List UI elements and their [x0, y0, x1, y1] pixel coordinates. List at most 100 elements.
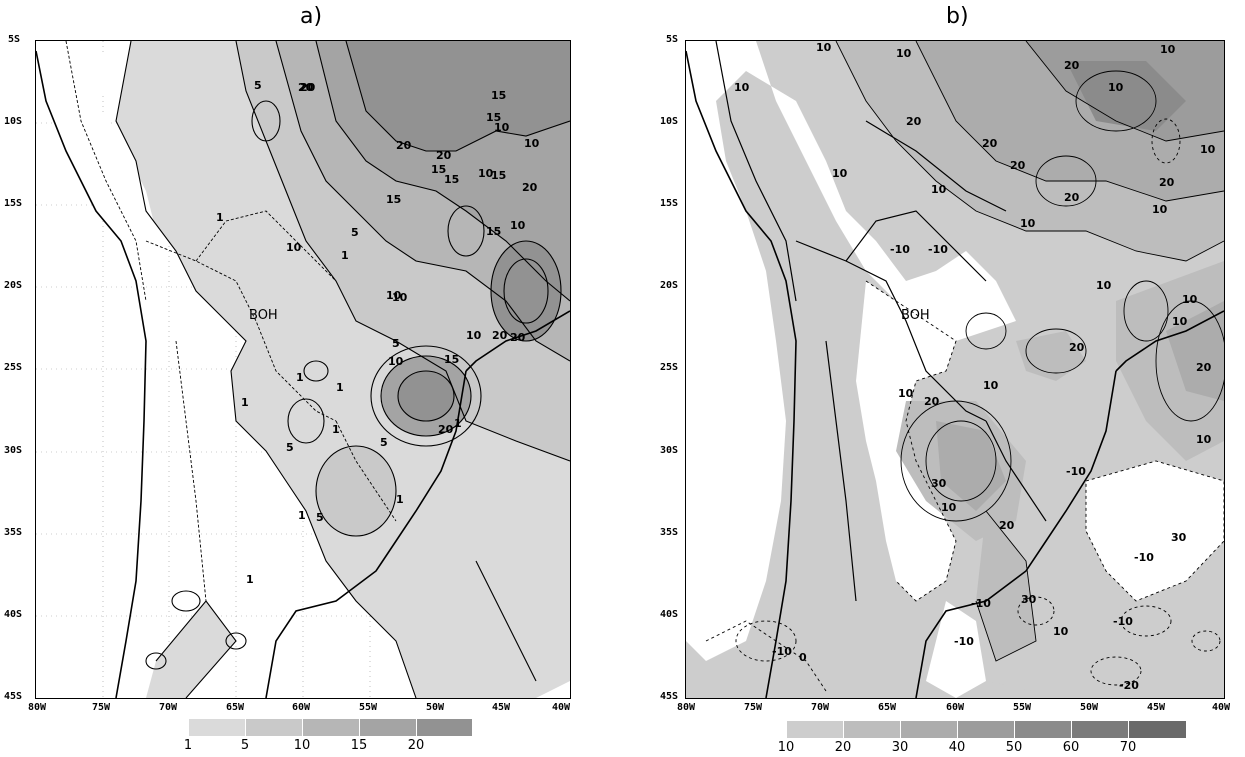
contour-label: -10: [1066, 465, 1086, 478]
contour-label: 20: [298, 81, 314, 94]
contour-label: 10: [832, 167, 848, 180]
colorbar-label: 20: [834, 740, 852, 755]
lon-label: 40W: [1212, 702, 1231, 713]
contour-label: 5: [392, 337, 400, 350]
lon-label: 80W: [28, 702, 47, 713]
panel-b-borders: [715, 41, 1047, 602]
contour-label: 10: [1182, 293, 1198, 306]
lon-label: 60W: [292, 702, 311, 713]
contour-label: 10: [386, 289, 402, 302]
lat-label: 25S: [660, 362, 679, 373]
contour-label: 30: [1171, 531, 1187, 544]
contour-label: 20: [492, 329, 508, 342]
contour-label: -10: [1134, 551, 1154, 564]
contour-label: 5: [380, 436, 388, 449]
contour-label: 10: [466, 329, 482, 342]
colorbar-box: [359, 719, 416, 736]
contour-label: 10: [1172, 315, 1188, 328]
colorbar-label: 30: [891, 740, 909, 755]
contour-label: -10: [890, 243, 910, 256]
lat-label: 10S: [660, 116, 679, 127]
contour-label: 10: [286, 241, 302, 254]
colorbar-box: [957, 721, 1014, 738]
contour-label: 10: [941, 501, 957, 514]
panel-a-colorbar: [188, 719, 473, 736]
panel-b-title: b): [946, 4, 969, 29]
contour-label: 1: [298, 509, 306, 522]
contour-label: 10: [1096, 279, 1112, 292]
lat-label: 5S: [8, 34, 21, 45]
contour-label: 20: [1064, 59, 1080, 72]
contour-label: -10: [971, 597, 991, 610]
lat-label: 35S: [660, 527, 679, 538]
panel-a-shading: [36, 41, 570, 698]
lon-label: 50W: [426, 702, 445, 713]
lat-label: 25S: [4, 362, 23, 373]
contour-label: 15: [486, 225, 501, 238]
contour-label: 10: [478, 167, 494, 180]
panel-a-contour-labels: 1 5 10 15 20 10 15 20 15 10 5 1 10 15 20…: [216, 79, 540, 586]
colorbar-box: [416, 719, 473, 736]
lon-label: 75W: [744, 702, 763, 713]
contour-label: 20: [999, 519, 1015, 532]
colorbar-box: [1071, 721, 1128, 738]
contour-label: 20: [1069, 341, 1085, 354]
lon-label: 40W: [552, 702, 571, 713]
lat-label: 40S: [4, 609, 23, 620]
lon-label: 55W: [1013, 702, 1032, 713]
contour-label: 20: [522, 181, 538, 194]
lat-label: 45S: [660, 691, 679, 702]
contour-label: 1: [241, 396, 249, 409]
contour-label: 1: [216, 211, 224, 224]
panel-b-map-svg: BOH 10 10 10 10 20 10 20 20 10 10 20 10 …: [686, 41, 1224, 698]
panel-b: b): [640, 0, 1245, 757]
contour-label: 20: [906, 115, 922, 128]
contour-label: 20: [510, 331, 526, 344]
contour-label: 20: [1064, 191, 1080, 204]
colorbar-box: [302, 719, 359, 736]
contour-label: 5: [316, 511, 324, 524]
lon-label: 70W: [159, 702, 178, 713]
colorbar-box: [1128, 721, 1186, 738]
contour-label: 20: [438, 423, 454, 436]
lon-label: 65W: [226, 702, 245, 713]
colorbar-box: [1014, 721, 1071, 738]
contour-label: -10: [928, 243, 948, 256]
contour-label: 20: [1159, 176, 1175, 189]
contour-label: 20: [924, 395, 940, 408]
contour-label: 15: [444, 173, 459, 186]
lat-label: 5S: [666, 34, 679, 45]
panel-b-colorbar: [786, 721, 1186, 738]
lat-label: 15S: [660, 198, 679, 209]
panel-b-shading: [686, 41, 1224, 698]
panel-a-map-svg: BOH 1 5 10 15 20 10 15 20 15 10 5 1 10 1…: [36, 41, 570, 698]
colorbar-box: [843, 721, 900, 738]
panel-a-contours: [115, 41, 570, 698]
lat-label: 40S: [660, 609, 679, 620]
colorbar-label: 10: [777, 740, 795, 755]
lon-label: 50W: [1080, 702, 1099, 713]
contour-label: 10: [983, 379, 999, 392]
contour-label: 10: [1020, 217, 1036, 230]
contour-label: 10: [1160, 43, 1176, 56]
colorbar-box: [786, 721, 843, 738]
contour-label: 15: [444, 353, 459, 366]
lat-label: 45S: [4, 691, 23, 702]
contour-label: 1: [246, 573, 254, 586]
contour-label: 10: [1108, 81, 1124, 94]
contour-label: 30: [1021, 593, 1037, 606]
lat-label: 20S: [4, 280, 23, 291]
contour-label: 5: [254, 79, 262, 92]
contour-label: 20: [1196, 361, 1212, 374]
lat-label: 30S: [4, 445, 23, 456]
contour-label: -10: [772, 645, 792, 658]
lon-label: 60W: [946, 702, 965, 713]
lon-label: 80W: [677, 702, 696, 713]
contour-label: 10: [392, 291, 408, 304]
lat-label: 15S: [4, 198, 23, 209]
colorbar-label: 50: [1005, 740, 1023, 755]
lon-label: 45W: [492, 702, 511, 713]
panel-a-site-label: BOH: [249, 308, 278, 323]
contour-label: 15: [491, 89, 506, 102]
panel-b-contour-labels: 10 10 10 10 20 10 20 20 10 10 20 10 20 2…: [734, 41, 1216, 692]
